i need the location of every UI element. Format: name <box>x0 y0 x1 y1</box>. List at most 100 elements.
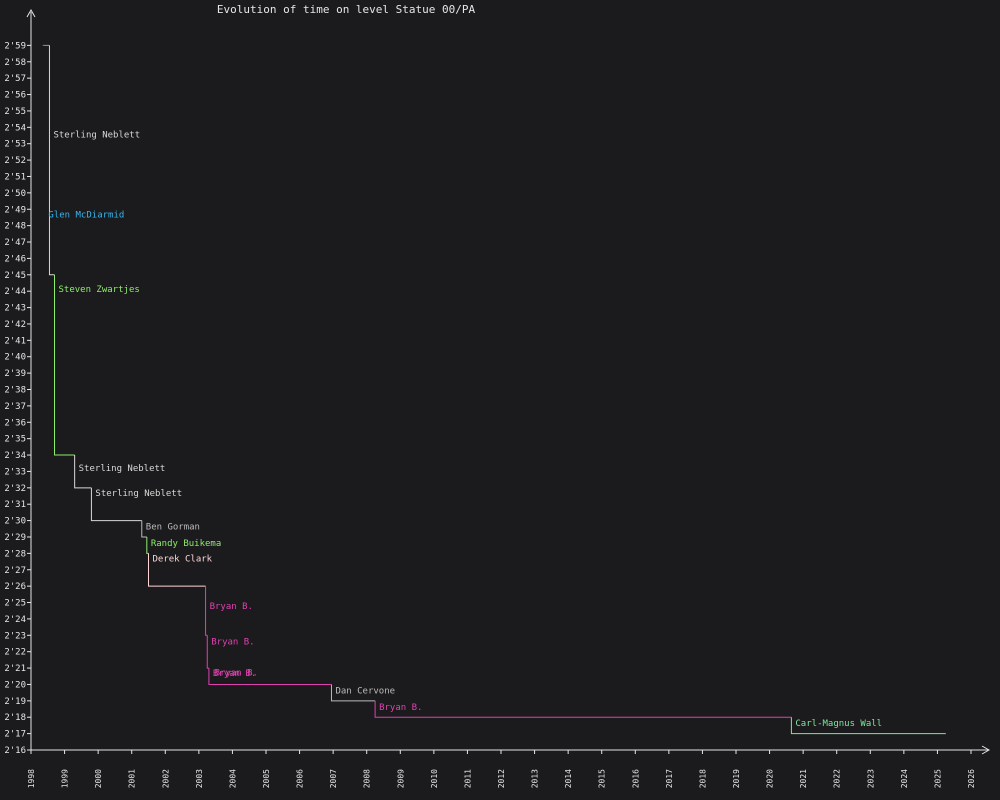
y-tick-label: 2'58 <box>4 58 26 68</box>
y-tick-label: 2'16 <box>4 746 26 756</box>
x-tick-label: 2024 <box>900 769 909 788</box>
y-tick-label: 2'52 <box>4 156 26 166</box>
record-label: Derek Clark <box>153 554 213 564</box>
y-tick-label: 2'33 <box>4 467 26 477</box>
record-step <box>146 536 149 554</box>
y-tick-label: 2'38 <box>4 386 26 396</box>
record-labels: Glen McDiarmid Sterling Neblett Steven Zwa… <box>48 130 882 729</box>
x-tick-label: 2008 <box>363 769 372 788</box>
x-axis: 1998 1999 2000 2001 2002 2003 2004 2005 2006 2007… <box>27 745 991 788</box>
x-axis-arrow <box>981 745 991 755</box>
record-step <box>205 586 208 636</box>
y-tick-label: 2'44 <box>4 287 26 297</box>
record-label: Bryan B. <box>213 669 256 679</box>
y-tick-label: 2'29 <box>4 533 26 543</box>
y-tick-label: 2'28 <box>4 549 26 559</box>
record-label: Bryan B. <box>210 602 253 612</box>
x-tick-label: 2002 <box>161 769 170 788</box>
x-tick-label: 2014 <box>564 769 573 788</box>
x-tick-label: 1998 <box>27 769 36 788</box>
y-tick-label: 2'23 <box>4 631 26 641</box>
y-tick-label: 2'41 <box>4 336 26 346</box>
x-tick-label: 2011 <box>463 769 472 788</box>
x-tick-label: 2005 <box>262 769 271 788</box>
x-tick-label: 2007 <box>329 769 338 788</box>
x-tick-label: 1999 <box>61 769 70 788</box>
x-tick-label: 2015 <box>598 769 607 788</box>
y-tick-label: 2'40 <box>4 353 26 363</box>
y-tick-label: 2'46 <box>4 254 26 264</box>
y-tick-label: 2'43 <box>4 304 26 314</box>
record-step <box>74 455 92 489</box>
y-tick-label: 2'56 <box>4 91 26 101</box>
y-axis-arrow <box>26 8 36 18</box>
record-label: Randy Buikema <box>151 539 221 549</box>
record-label: Steven Zwartjes <box>59 285 140 295</box>
x-tick-label: 2019 <box>732 769 741 788</box>
record-label: Glen McDiarmid <box>48 210 124 220</box>
y-tick-label: 2'35 <box>4 435 26 445</box>
x-tick-label: 2020 <box>766 769 775 788</box>
x-tick-label: 2013 <box>531 769 540 788</box>
x-tick-label: 2006 <box>296 769 305 788</box>
record-step <box>330 684 376 702</box>
record-label: Sterling Neblett <box>79 464 166 474</box>
y-tick-label: 2'51 <box>4 172 26 182</box>
y-tick-label: 2'19 <box>4 697 26 707</box>
x-tick-label: 2021 <box>799 769 808 788</box>
record-label: Bryan B. <box>215 668 258 678</box>
record-label: Dan Cervone <box>335 686 395 696</box>
x-tick-label: 2012 <box>497 769 506 788</box>
y-tick-label: 2'49 <box>4 205 26 215</box>
y-tick-label: 2'47 <box>4 238 26 248</box>
y-tick-label: 2'59 <box>4 41 26 51</box>
record-label: Sterling Neblett <box>53 130 140 140</box>
y-tick-label: 2'30 <box>4 517 26 527</box>
x-tick-label: 2018 <box>698 769 707 788</box>
record-step <box>148 553 206 587</box>
y-tick-label: 2'25 <box>4 599 26 609</box>
y-tick-label: 2'50 <box>4 189 26 199</box>
record-step <box>208 668 211 685</box>
record-step <box>141 520 147 538</box>
y-tick-label: 2'54 <box>4 123 26 133</box>
y-tick-label: 2'27 <box>4 566 26 576</box>
x-tick-label: 2025 <box>933 769 942 788</box>
y-tick-label: 2'48 <box>4 222 26 232</box>
y-axis: 2'16 2'17 2'18 2'19 2'20 2'21 2'22 2'23 2'24 2'25… <box>4 8 36 756</box>
series-steps <box>42 44 946 735</box>
record-step <box>206 635 209 669</box>
x-tick-label: 2004 <box>228 769 237 788</box>
y-tick-label: 2'17 <box>4 730 26 740</box>
y-tick-label: 2'53 <box>4 140 26 150</box>
y-tick-label: 2'42 <box>4 320 26 330</box>
y-tick-label: 2'20 <box>4 680 26 690</box>
record-label: Ben Gorman <box>146 523 200 533</box>
y-tick-label: 2'55 <box>4 107 26 117</box>
chart-title: Evolution of time on level Statue 00/PA <box>217 3 476 16</box>
record-label: Bryan B. <box>211 637 254 647</box>
x-tick-label: 2026 <box>967 769 976 788</box>
x-tick-label: 2000 <box>94 769 103 788</box>
record-label: Carl-Magnus Wall <box>795 719 882 729</box>
record-step <box>54 274 75 456</box>
x-tick-label: 2001 <box>128 769 137 788</box>
record-step <box>48 45 55 276</box>
x-tick-label: 2022 <box>833 769 842 788</box>
record-step <box>790 717 946 735</box>
x-tick-label: 2003 <box>195 769 204 788</box>
record-label: Bryan B. <box>379 703 422 713</box>
y-tick-label: 2'57 <box>4 74 26 84</box>
x-tick-label: 2023 <box>866 769 875 788</box>
y-tick-label: 2'18 <box>4 713 26 723</box>
record-step <box>90 487 142 522</box>
y-tick-label: 2'31 <box>4 500 26 510</box>
y-tick-label: 2'26 <box>4 582 26 592</box>
x-tick-label: 2009 <box>396 769 405 788</box>
record-step <box>374 700 792 718</box>
y-tick-label: 2'45 <box>4 271 26 281</box>
x-tick-label: 2017 <box>665 769 674 788</box>
y-tick-label: 2'39 <box>4 369 26 379</box>
y-tick-label: 2'34 <box>4 451 26 461</box>
